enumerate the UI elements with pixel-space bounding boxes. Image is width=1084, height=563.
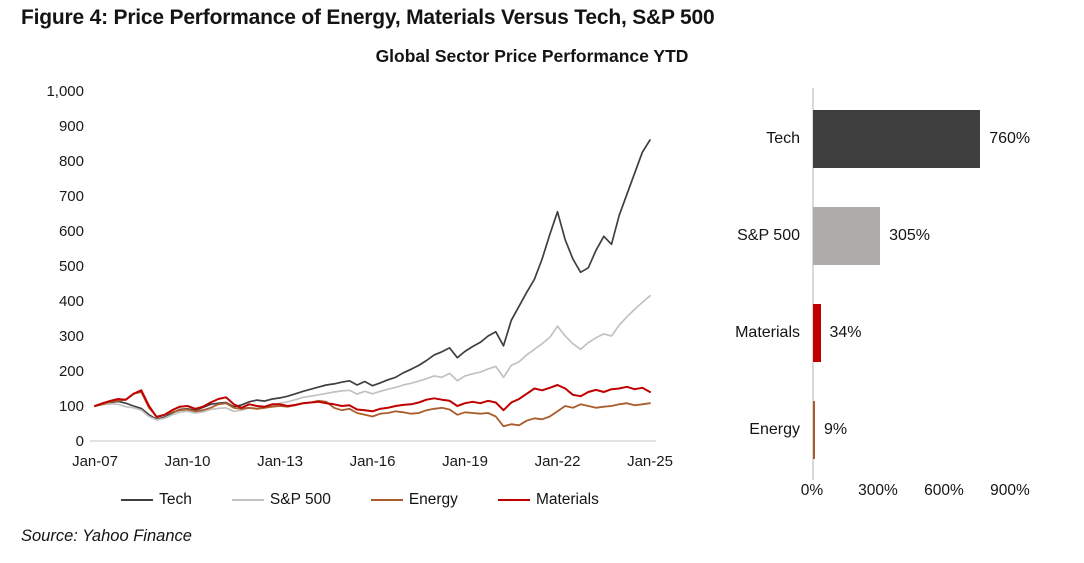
bar-chart-axis-line (812, 88, 814, 480)
bar-x-tick-label: 0% (800, 482, 824, 499)
figure-title: Figure 4: Price Performance of Energy, M… (21, 6, 715, 29)
legend-swatch (231, 499, 264, 501)
series-line-sp500 (94, 294, 651, 421)
bar-category-label: Materials (735, 323, 800, 341)
y-axis-tick-label: 200 (59, 363, 84, 380)
bar-track: 305% (813, 206, 1084, 265)
legend-label: Energy (408, 491, 458, 508)
legend-swatch (121, 499, 154, 501)
legend-item-tech: Tech (121, 491, 192, 509)
bar-category-label: S&P 500 (737, 226, 800, 244)
y-axis-tick-label: 800 (59, 153, 84, 170)
bar-value-label: 305% (889, 226, 931, 244)
y-axis-tick-label: 400 (59, 293, 84, 310)
bar-chart-x-ticks: 0% 300% 600% 900% (700, 482, 1084, 504)
series-line-energy (94, 391, 651, 428)
x-axis-tick-label: Jan-22 (535, 453, 581, 470)
y-axis-tick-label: 600 (59, 223, 84, 240)
bar-value-label: 9% (824, 420, 848, 438)
bar-x-tick-label: 600% (924, 482, 964, 499)
y-axis-tick-label: 500 (59, 258, 84, 275)
bar-energy (813, 400, 815, 459)
legend-item-sp500: S&P 500 (231, 491, 331, 509)
bar-track: 9% (813, 400, 1084, 459)
bar-chart: Tech 760% S&P 500 305% Materials 34% Energy 9% … (700, 80, 1084, 523)
x-axis-tick-label: Jan-25 (627, 453, 673, 470)
bar-x-tick-label: 900% (990, 482, 1030, 499)
bar-row-tech: Tech 760% (700, 90, 1084, 187)
chart-title: Global Sector Price Performance YTD (375, 46, 689, 66)
x-axis-tick-label: Jan-10 (165, 453, 211, 470)
y-axis-tick-label: 700 (59, 188, 84, 205)
series-line-tech (94, 139, 651, 421)
bar-tech (813, 109, 981, 168)
legend-label: Tech (159, 491, 192, 508)
bar-row-energy: Energy 9% (700, 381, 1084, 478)
y-axis-tick-label: 100 (59, 398, 84, 415)
x-axis-tick-label: Jan-07 (72, 453, 118, 470)
bar-sp500 (813, 206, 881, 265)
legend-swatch (497, 499, 530, 501)
bar-row-sp500: S&P 500 305% (700, 187, 1084, 284)
x-axis-tick-label: Jan-13 (257, 453, 303, 470)
y-axis-tick-label: 300 (59, 328, 84, 345)
legend-item-materials: Materials (497, 491, 599, 509)
legend-label: S&P 500 (269, 491, 331, 508)
bar-category-label: Tech (766, 129, 800, 147)
legend-label: Materials (535, 491, 599, 508)
bar-row-materials: Materials 34% (700, 284, 1084, 381)
y-axis-tick-label: 1,000 (46, 83, 84, 100)
source-note: Source: Yahoo Finance (21, 527, 192, 545)
y-axis-tick-label: 900 (59, 118, 84, 135)
x-axis-tick-label: Jan-16 (350, 453, 396, 470)
series-line-materials (94, 384, 651, 419)
bar-value-label: 34% (829, 323, 862, 341)
bar-materials (813, 303, 821, 362)
bar-x-tick-label: 300% (858, 482, 898, 499)
legend-item-energy: Energy (370, 491, 458, 509)
y-axis-tick-label: 0 (76, 433, 84, 450)
x-axis-tick-label: Jan-19 (442, 453, 488, 470)
bar-track: 34% (813, 303, 1084, 362)
bar-value-label: 760% (989, 129, 1031, 147)
bar-category-label: Energy (749, 420, 800, 438)
bar-track: 760% (813, 109, 1084, 168)
bar-chart-rows: Tech 760% S&P 500 305% Materials 34% Energy 9% (700, 90, 1084, 478)
legend-swatch (370, 499, 403, 501)
line-chart-legend: Tech S&P 500 Energy Materials (10, 490, 710, 510)
